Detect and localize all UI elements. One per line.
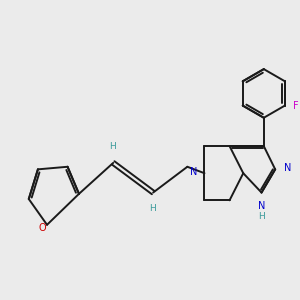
Text: H: H [258, 212, 265, 221]
Text: N: N [284, 163, 291, 173]
Text: O: O [39, 223, 46, 233]
Text: N: N [258, 201, 265, 211]
Text: N: N [190, 167, 198, 177]
Text: H: H [149, 204, 156, 213]
Text: H: H [109, 142, 116, 151]
Text: F: F [293, 100, 299, 111]
